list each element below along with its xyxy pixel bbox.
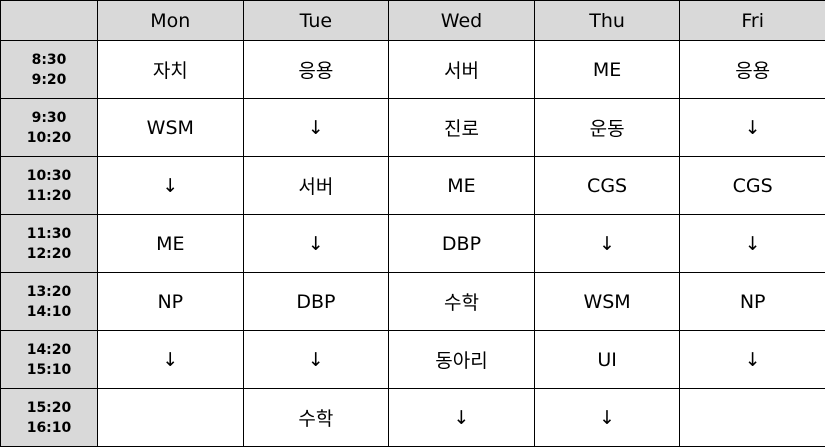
subject-cell: DBP xyxy=(389,215,535,273)
subject-cell: ↓ xyxy=(243,99,389,157)
subject-cell xyxy=(680,389,825,447)
subject-cell: ME xyxy=(389,157,535,215)
subject-cell: ↓ xyxy=(534,215,680,273)
period-end: 15:10 xyxy=(1,360,97,380)
table-row: 9:30 10:20 WSM ↓ 진로 운동 ↓ xyxy=(1,99,825,157)
subject-cell: 서버 xyxy=(389,41,535,99)
subject-cell: CGS xyxy=(680,157,825,215)
subject-cell: 응용 xyxy=(243,41,389,99)
period-time: 14:20 15:10 xyxy=(1,331,98,389)
subject-cell: CGS xyxy=(534,157,680,215)
subject-cell: 응용 xyxy=(680,41,825,99)
subject-cell: NP xyxy=(680,273,825,331)
period-start: 10:30 xyxy=(1,166,97,186)
subject-cell: ↓ xyxy=(98,157,244,215)
subject-cell: ↓ xyxy=(389,389,535,447)
subject-cell xyxy=(98,389,244,447)
subject-cell: 자치 xyxy=(98,41,244,99)
period-start: 9:30 xyxy=(1,108,97,128)
period-start: 8:30 xyxy=(1,50,97,70)
subject-cell: 수학 xyxy=(389,273,535,331)
subject-cell: DBP xyxy=(243,273,389,331)
subject-cell: 운동 xyxy=(534,99,680,157)
period-end: 16:10 xyxy=(1,418,97,438)
subject-cell: ↓ xyxy=(98,331,244,389)
subject-cell: 서버 xyxy=(243,157,389,215)
table-row: 8:30 9:20 자치 응용 서버 ME 응용 xyxy=(1,41,825,99)
period-end: 9:20 xyxy=(1,70,97,90)
subject-cell: ↓ xyxy=(243,331,389,389)
table-row: 13:20 14:10 NP DBP 수학 WSM NP xyxy=(1,273,825,331)
period-end: 10:20 xyxy=(1,128,97,148)
header-row: Mon Tue Wed Thu Fri xyxy=(1,1,825,41)
day-header-wed: Wed xyxy=(389,1,535,41)
subject-cell: ME xyxy=(98,215,244,273)
period-start: 15:20 xyxy=(1,398,97,418)
day-header-thu: Thu xyxy=(534,1,680,41)
subject-cell: WSM xyxy=(534,273,680,331)
subject-cell: ↓ xyxy=(534,389,680,447)
period-start: 13:20 xyxy=(1,282,97,302)
table-row: 11:30 12:20 ME ↓ DBP ↓ ↓ xyxy=(1,215,825,273)
period-time: 10:30 11:20 xyxy=(1,157,98,215)
period-time: 8:30 9:20 xyxy=(1,41,98,99)
subject-cell: ↓ xyxy=(680,99,825,157)
period-start: 11:30 xyxy=(1,224,97,244)
subject-cell: ↓ xyxy=(680,215,825,273)
period-end: 11:20 xyxy=(1,186,97,206)
subject-cell: 동아리 xyxy=(389,331,535,389)
subject-cell: UI xyxy=(534,331,680,389)
table-row: 10:30 11:20 ↓ 서버 ME CGS CGS xyxy=(1,157,825,215)
subject-cell: WSM xyxy=(98,99,244,157)
period-start: 14:20 xyxy=(1,340,97,360)
corner-cell xyxy=(1,1,98,41)
period-time: 9:30 10:20 xyxy=(1,99,98,157)
day-header-tue: Tue xyxy=(243,1,389,41)
subject-cell: ↓ xyxy=(680,331,825,389)
subject-cell: NP xyxy=(98,273,244,331)
subject-cell: 진로 xyxy=(389,99,535,157)
period-time: 13:20 14:10 xyxy=(1,273,98,331)
subject-cell: ME xyxy=(534,41,680,99)
subject-cell: 수학 xyxy=(243,389,389,447)
day-header-fri: Fri xyxy=(680,1,825,41)
day-header-mon: Mon xyxy=(98,1,244,41)
period-time: 11:30 12:20 xyxy=(1,215,98,273)
period-end: 12:20 xyxy=(1,244,97,264)
period-time: 15:20 16:10 xyxy=(1,389,98,447)
table-row: 14:20 15:10 ↓ ↓ 동아리 UI ↓ xyxy=(1,331,825,389)
subject-cell: ↓ xyxy=(243,215,389,273)
period-end: 14:10 xyxy=(1,302,97,322)
table-row: 15:20 16:10 수학 ↓ ↓ xyxy=(1,389,825,447)
